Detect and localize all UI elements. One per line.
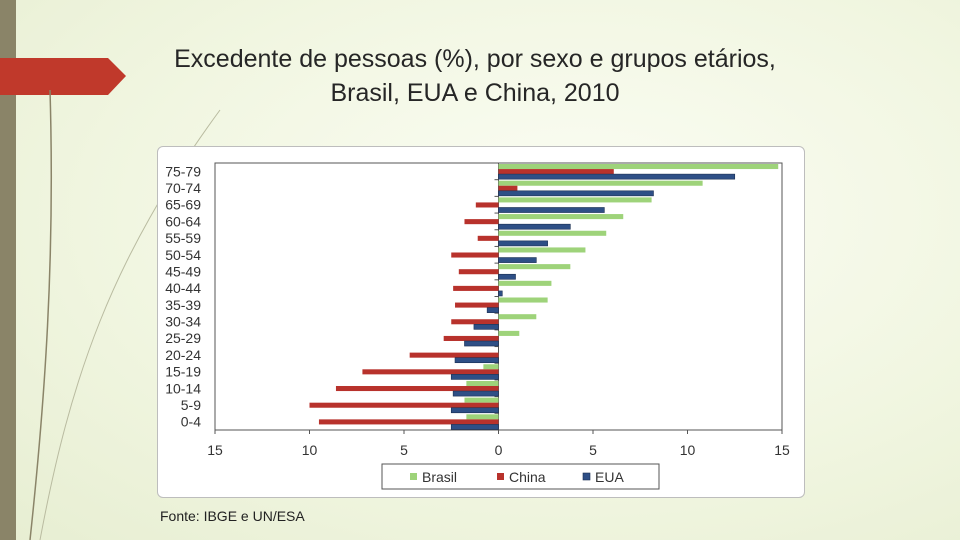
- bar-brasil: [498, 330, 520, 336]
- y-tick-label: 30-34: [165, 314, 201, 330]
- y-tick-label: 45-49: [165, 263, 201, 279]
- bar-china: [309, 402, 499, 408]
- x-tick-label: 0: [495, 442, 503, 458]
- y-tick-label: 35-39: [165, 297, 201, 313]
- bar-brasil: [464, 397, 499, 403]
- bar-brasil: [498, 314, 537, 320]
- bar-china: [451, 319, 499, 325]
- bar-eua: [464, 340, 499, 347]
- bar-brasil: [498, 280, 552, 286]
- y-tick-label: 5-9: [181, 397, 201, 413]
- bar-eua: [450, 374, 499, 380]
- bar-brasil: [466, 414, 499, 420]
- legend-swatch-eua: [582, 472, 591, 481]
- bar-china: [475, 202, 499, 208]
- bar-eua: [452, 390, 499, 397]
- legend-label-china: China: [509, 469, 546, 485]
- bar-china: [477, 235, 499, 241]
- bar-china: [409, 352, 499, 358]
- bar-eua: [498, 290, 503, 297]
- bar-eua: [498, 190, 654, 197]
- y-tick-label: 50-54: [165, 247, 201, 263]
- bar-brasil: [498, 264, 571, 270]
- bar-brasil: [483, 364, 499, 370]
- legend-swatch-china: [497, 473, 504, 480]
- bar-eua: [450, 424, 499, 430]
- y-tick-label: 10-14: [165, 380, 201, 396]
- sidebar-bar: [0, 0, 16, 540]
- bar-brasil: [498, 214, 624, 220]
- swoosh-line: [29, 89, 53, 540]
- x-tick-label: 5: [589, 442, 597, 458]
- y-tick-label: 0-4: [181, 414, 201, 430]
- bar-eua: [498, 207, 605, 213]
- bar-eua: [498, 257, 537, 263]
- bar-china: [464, 219, 499, 225]
- bar-brasil: [498, 247, 586, 253]
- legend-label-eua: EUA: [595, 469, 624, 485]
- bar-brasil: [466, 380, 499, 386]
- y-tick-label: 55-59: [165, 230, 201, 246]
- legend-box: [381, 463, 660, 490]
- bar-china: [498, 169, 614, 175]
- bar-china: [453, 285, 499, 291]
- x-tick-label: 10: [302, 442, 318, 458]
- bar-brasil: [498, 197, 652, 203]
- bar-china: [335, 385, 499, 392]
- x-tick-label: 15: [207, 442, 223, 458]
- y-tick-label: 40-44: [165, 280, 201, 296]
- y-tick-label: 65-69: [165, 197, 201, 213]
- y-tick-label: 70-74: [165, 180, 201, 196]
- bar-china: [458, 269, 499, 275]
- slide-title: Excedente de pessoas (%), por sexo e gru…: [174, 45, 776, 107]
- bar-eua: [498, 240, 548, 247]
- y-tick-label: 75-79: [165, 163, 201, 179]
- bar-eua: [498, 273, 516, 280]
- bar-china: [443, 335, 499, 341]
- bar-eua: [498, 223, 571, 230]
- legend-label-brasil: Brasil: [422, 469, 457, 485]
- x-tick-label: 10: [680, 442, 696, 458]
- arrow-decoration: [0, 58, 126, 95]
- y-tick-label: 25-29: [165, 330, 201, 346]
- y-tick-label: 20-24: [165, 347, 201, 363]
- y-tick-label: 15-19: [165, 364, 201, 380]
- bar-china: [498, 185, 518, 191]
- legend-swatch-brasil: [410, 473, 417, 480]
- bar-eua: [473, 324, 499, 330]
- bar-eua: [486, 307, 499, 313]
- bar-china: [455, 302, 499, 308]
- bar-brasil: [498, 164, 779, 170]
- bar-china: [362, 369, 499, 375]
- bar-china: [318, 419, 499, 425]
- bar-eua: [498, 173, 736, 180]
- x-tick-label: 15: [774, 442, 790, 458]
- bar-brasil: [498, 230, 607, 236]
- bar-eua: [454, 357, 499, 364]
- bar-brasil: [498, 297, 548, 303]
- bar-eua: [450, 407, 499, 414]
- x-tick-label: 5: [400, 442, 408, 458]
- source-note: Fonte: IBGE e UN/ESA: [160, 508, 305, 524]
- y-tick-label: 60-64: [165, 213, 201, 229]
- bar-china: [451, 252, 499, 258]
- bar-brasil: [498, 180, 703, 186]
